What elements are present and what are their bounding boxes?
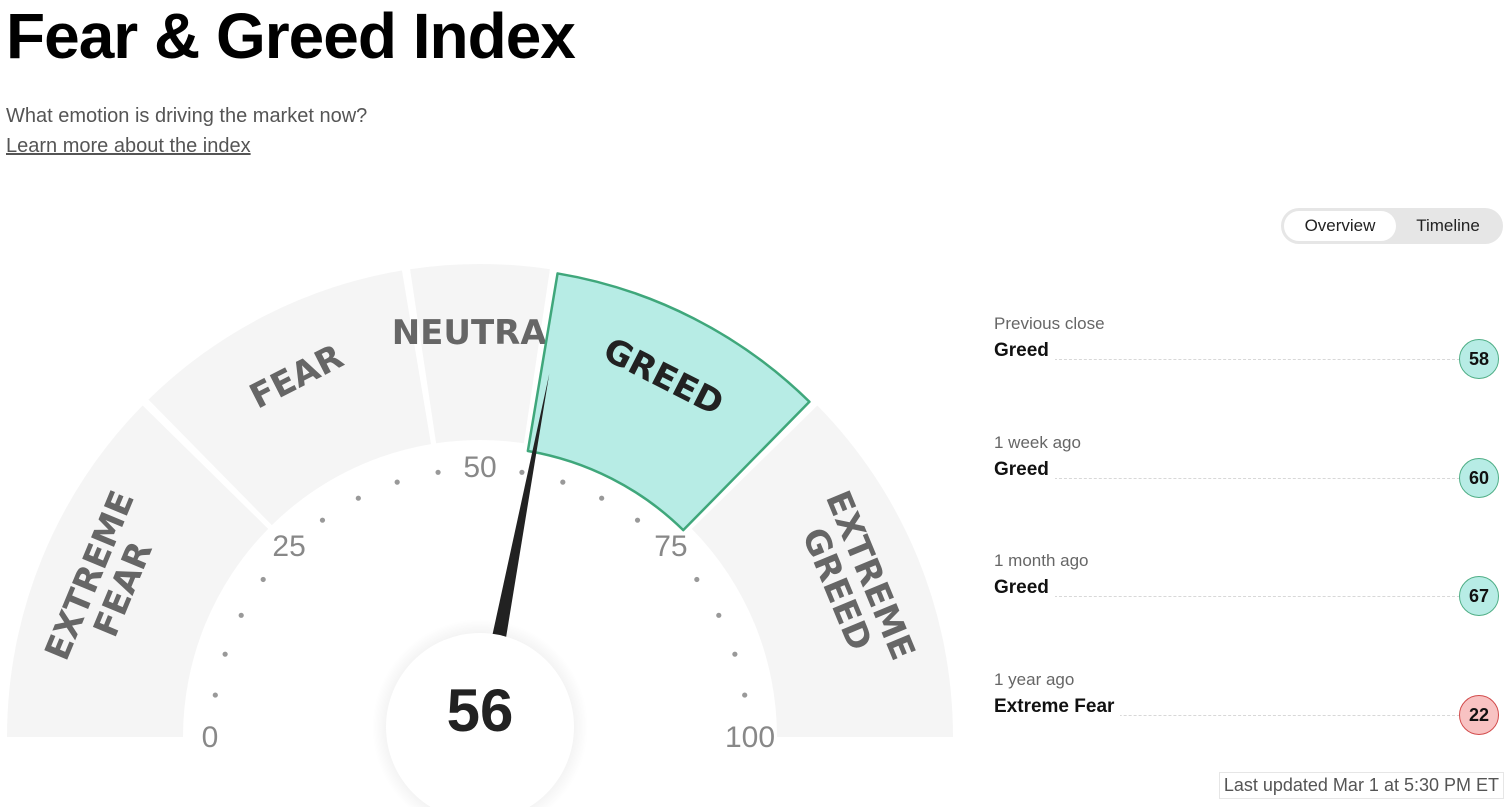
gauge-segment-neutral: [410, 264, 550, 444]
history-rating: Greed: [994, 577, 1055, 599]
gauge-tick-dot: [732, 651, 738, 657]
history-row-previous-close: Previous close Greed 58: [994, 310, 1504, 429]
page-subtitle: What emotion is driving the market now?: [6, 105, 368, 127]
gauge-tick-dot: [519, 469, 525, 475]
gauge-tick-dot: [716, 612, 722, 618]
overview-tab[interactable]: Overview: [1284, 211, 1396, 241]
learn-more-link[interactable]: Learn more about the index: [6, 135, 251, 157]
gauge-tick-label: 75: [654, 530, 687, 563]
history-rating: Greed: [994, 458, 1055, 481]
gauge-tick-label: 100: [725, 721, 775, 754]
gauge-segment-extreme-fear: [7, 405, 269, 737]
dashed-leader: [1054, 596, 1460, 597]
gauge-tick-dot: [394, 479, 400, 485]
history-period: 1 week ago: [994, 432, 1081, 452]
gauge-tick-label: 0: [202, 721, 219, 754]
gauge-tick-dot: [742, 692, 748, 698]
history-value-badge: 67: [1459, 576, 1499, 616]
gauge-tick-label: 50: [463, 451, 496, 484]
timeline-tab[interactable]: Timeline: [1416, 216, 1480, 235]
history-value-badge: 58: [1459, 339, 1499, 379]
gauge-needle: [490, 373, 550, 649]
gauge-segment-fear: [148, 270, 431, 526]
history-value-badge: 60: [1459, 457, 1499, 498]
gauge-tick-dot: [238, 612, 244, 618]
gauge-segment-label-line: NEUTRAL: [392, 313, 569, 353]
history-period: 1 month ago: [994, 551, 1089, 570]
gauge-tick-dot: [435, 469, 441, 475]
history-row-1-month-ago: 1 month ago Greed 67: [994, 547, 1504, 666]
last-updated-timestamp: Last updated Mar 1 at 5:30 PM ET: [1218, 772, 1504, 799]
page-title: Fear & Greed Index: [6, 0, 576, 72]
history-rating: Extreme Fear: [994, 695, 1121, 718]
gauge-tick-dot: [355, 495, 361, 501]
dashed-leader: [1054, 714, 1460, 716]
history-row-1-week-ago: 1 week ago Greed 60: [994, 429, 1504, 548]
gauge-tick-dot: [599, 495, 605, 501]
gauge-tick-dot: [560, 479, 566, 485]
history-period: 1 year ago: [994, 669, 1075, 689]
gauge-hub: [386, 633, 574, 807]
gauge-tick-dot: [260, 576, 266, 583]
history-value-badge: 22: [1459, 694, 1499, 735]
history-rating: Greed: [994, 340, 1055, 362]
dashed-leader: [1054, 359, 1460, 360]
gauge-tick-dot: [222, 651, 228, 657]
gauge-tick-dot: [634, 517, 641, 523]
view-toggle: Overview Timeline: [1281, 208, 1503, 244]
history-list: Previous close Greed 58 1 week ago Greed…: [994, 310, 1504, 784]
gauge-tick-dot: [212, 692, 218, 698]
history-period: Previous close: [994, 314, 1105, 333]
dashed-leader: [1054, 477, 1460, 479]
gauge-segment-extreme-greed: [691, 405, 953, 737]
gauge-current-value: 56: [447, 677, 514, 744]
history-row-1-year-ago: 1 year ago Extreme Fear 22: [994, 666, 1504, 785]
gauge-segment-greed-active: [526, 272, 811, 532]
gauge-tick-dot: [319, 517, 326, 523]
gauge-tick-label: 25: [272, 530, 305, 563]
gauge-tick-dot: [694, 576, 700, 583]
gauge-segment-label: NEUTRAL: [392, 313, 569, 353]
